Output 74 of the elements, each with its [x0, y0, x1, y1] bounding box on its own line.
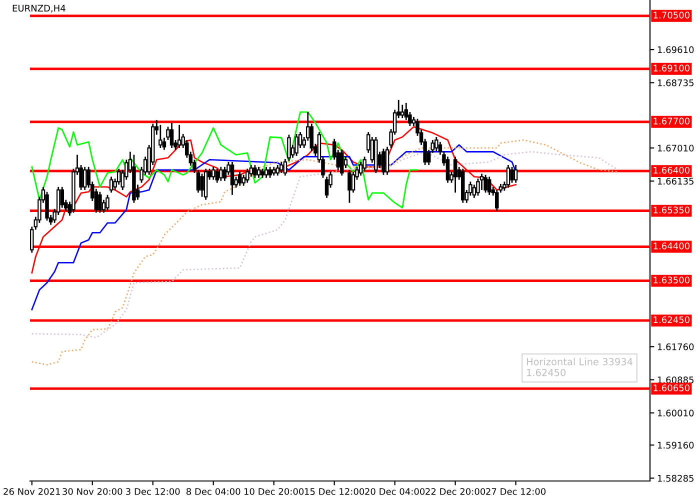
annotation: Horizontal Line 33934 — [526, 358, 632, 366]
annotation: 1.62450 — [527, 368, 566, 376]
candlestick — [385, 146, 390, 176]
candlestick — [324, 176, 329, 199]
y-tick-label: 1.60010 — [658, 410, 694, 416]
candlestick — [453, 156, 458, 194]
candlestick — [382, 148, 386, 176]
candlestick — [351, 171, 356, 194]
y-tick-label: 1.68735 — [658, 79, 694, 86]
x-tick-label: 27 Dec 12:00 — [486, 488, 546, 495]
candlestick — [506, 164, 510, 188]
candlestick — [158, 124, 162, 149]
candlestick — [283, 158, 288, 176]
y-tick-label: 1.69610 — [658, 46, 694, 54]
candlestick — [98, 191, 102, 214]
ref-line-label: 1.64400 — [654, 242, 690, 250]
x-tick-label: 10 Dec 20:00 — [244, 488, 304, 495]
ref-line-label: 1.65350 — [654, 206, 690, 214]
ref-line-label: 1.70500 — [654, 12, 690, 19]
x-tick-label: 20 Dec 04:00 — [365, 488, 425, 495]
candlestick — [211, 166, 216, 180]
candlestick — [476, 178, 480, 196]
candlestick — [510, 166, 514, 184]
ref-line-label: 1.67700 — [654, 118, 690, 124]
line-series — [31, 144, 516, 310]
x-tick-label: 22 Dec 20:00 — [426, 488, 486, 495]
x-tick-label: 15 Dec 12:00 — [304, 488, 364, 495]
candlestick — [45, 191, 49, 222]
y-tick-label: 1.66135 — [658, 178, 694, 185]
candlestick — [260, 168, 264, 179]
candlestick — [280, 161, 284, 174]
x-tick-label: 8 Dec 04:00 — [186, 488, 240, 495]
candlestick — [276, 164, 280, 176]
y-tick-label: 1.67010 — [658, 144, 694, 152]
candlestick — [514, 164, 518, 184]
candlestick — [177, 124, 182, 149]
y-tick-label: 1.58285 — [658, 474, 694, 482]
candlestick — [446, 156, 450, 184]
x-tick-label: 26 Nov 2021 — [4, 488, 60, 495]
candlestick — [487, 176, 492, 196]
candlestick — [200, 173, 204, 198]
ref-line-label: 1.66400 — [654, 166, 690, 174]
candlestick — [264, 166, 268, 179]
candlestick — [484, 174, 488, 194]
ref-line-label: 1.62450 — [654, 316, 690, 324]
candlestick — [256, 166, 261, 179]
candlestick — [348, 169, 352, 204]
candlestick — [268, 166, 272, 179]
candlestick — [294, 133, 298, 157]
candlestick — [82, 166, 87, 191]
y-tick-label: 1.61760 — [658, 343, 694, 350]
chart-title: EURNZD,H4 — [12, 4, 66, 13]
y-tick-label: 1.59160 — [658, 442, 694, 449]
candlestick — [106, 194, 110, 212]
candlestick — [400, 104, 404, 119]
candlestick — [222, 166, 227, 182]
candlestick — [109, 176, 114, 194]
candlestick — [230, 161, 234, 196]
ref-line-label: 1.60650 — [654, 384, 690, 392]
candlestick — [253, 164, 257, 179]
candlestick — [362, 156, 366, 172]
candlestick — [434, 136, 438, 152]
candlestick — [219, 166, 223, 182]
candlestick — [246, 168, 250, 184]
candlestick — [170, 122, 174, 149]
x-tick-label: 30 Nov 20:00 — [62, 488, 122, 495]
candlestick — [238, 171, 242, 187]
candlestick — [287, 134, 291, 162]
candlestick — [60, 186, 64, 208]
ref-line-label: 1.63500 — [654, 276, 690, 284]
candlestick — [215, 168, 220, 184]
ref-line-label: 1.69100 — [654, 64, 690, 72]
candlestick — [340, 149, 344, 176]
x-tick-label: 3 Dec 12:00 — [126, 488, 180, 495]
